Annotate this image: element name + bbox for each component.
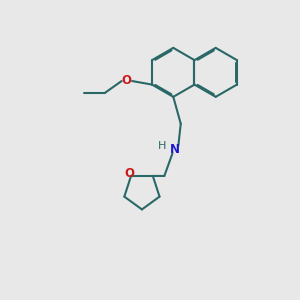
- Text: O: O: [124, 167, 135, 180]
- Text: O: O: [122, 74, 132, 87]
- Text: N: N: [170, 142, 180, 156]
- Text: H: H: [158, 141, 166, 151]
